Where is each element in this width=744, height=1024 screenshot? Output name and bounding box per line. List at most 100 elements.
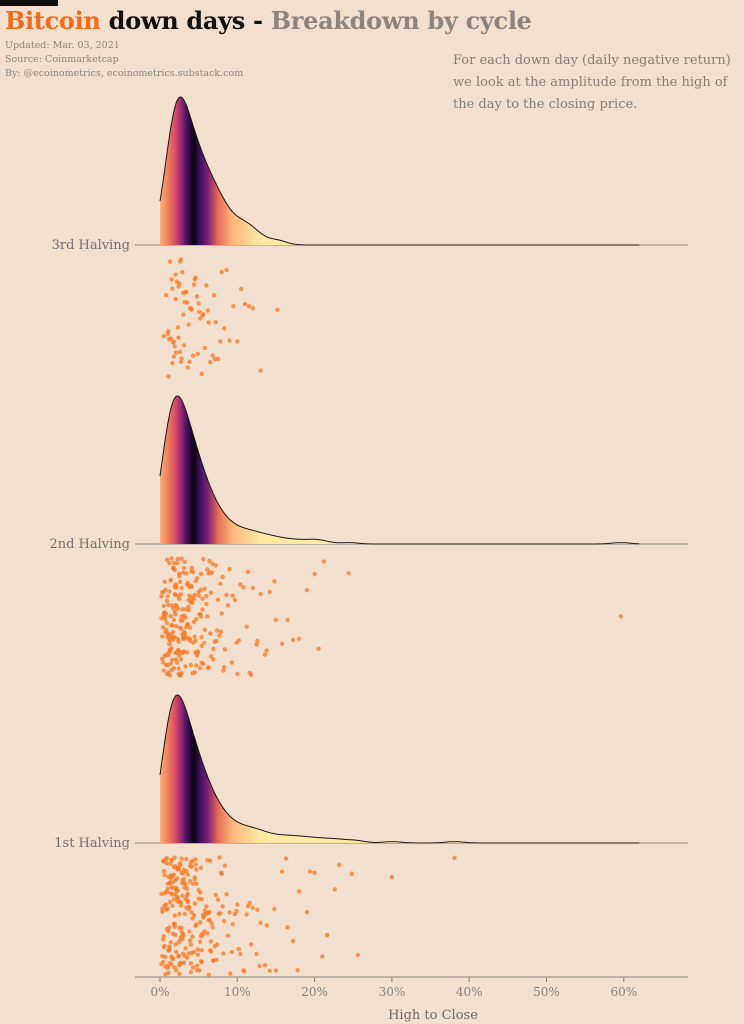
data-point xyxy=(181,960,187,965)
data-point xyxy=(181,649,187,654)
data-point xyxy=(618,614,623,619)
data-point xyxy=(166,374,171,379)
data-point xyxy=(215,942,220,947)
data-point xyxy=(189,569,194,574)
data-point xyxy=(184,300,190,305)
data-point xyxy=(222,326,227,331)
data-point xyxy=(178,626,184,631)
data-point xyxy=(332,887,337,892)
data-point xyxy=(273,968,279,973)
data-point xyxy=(222,647,228,652)
data-point xyxy=(161,334,167,339)
data-point xyxy=(215,897,221,902)
data-point xyxy=(210,353,215,358)
data-point xyxy=(160,937,166,942)
data-point xyxy=(205,857,210,863)
data-point xyxy=(213,320,218,325)
data-point xyxy=(241,585,246,590)
data-point xyxy=(166,602,171,608)
data-point xyxy=(191,965,196,970)
data-point xyxy=(202,627,207,632)
data-point xyxy=(161,668,167,673)
data-point xyxy=(160,660,166,665)
data-point xyxy=(167,589,172,594)
chart-description: For each down day (daily negative return… xyxy=(453,50,733,116)
data-point xyxy=(166,874,171,879)
data-point xyxy=(257,963,262,969)
data-point xyxy=(283,856,289,861)
data-point xyxy=(193,275,198,280)
data-point xyxy=(198,920,203,925)
data-point xyxy=(172,634,177,640)
data-point xyxy=(272,906,277,912)
data-point xyxy=(218,629,224,634)
data-point xyxy=(184,625,189,630)
data-point xyxy=(173,296,178,302)
data-point xyxy=(188,663,194,668)
data-point xyxy=(180,893,185,898)
data-point xyxy=(217,633,222,638)
data-point xyxy=(172,965,177,970)
data-point xyxy=(159,594,164,599)
data-point xyxy=(167,641,172,647)
data-point xyxy=(196,301,201,306)
chart-title: Bitcoin down days - Breakdown by cycle xyxy=(5,6,532,35)
data-point xyxy=(191,596,197,601)
row-label: 2nd Halving xyxy=(49,537,130,552)
data-point xyxy=(164,927,170,932)
data-point xyxy=(188,970,194,975)
data-point xyxy=(200,596,205,601)
data-point xyxy=(170,657,175,662)
data-point xyxy=(238,951,243,957)
data-point xyxy=(182,559,187,564)
data-point xyxy=(173,272,178,277)
data-point xyxy=(161,603,167,609)
data-point xyxy=(165,594,170,599)
data-point xyxy=(178,900,184,905)
x-tick-label: 40% xyxy=(456,985,483,999)
x-axis: 0% 10% 20% 30% 40% 50% 60% High to Close xyxy=(135,976,688,1023)
data-point xyxy=(229,949,235,955)
data-point xyxy=(304,910,310,915)
data-point xyxy=(217,855,222,860)
data-point xyxy=(201,661,206,667)
title-bitcoin: Bitcoin xyxy=(5,6,101,35)
data-point xyxy=(170,605,176,611)
data-point xyxy=(346,571,351,576)
updated-date: Updated: Mar. 03, 2021 xyxy=(5,40,120,51)
data-point xyxy=(186,907,191,912)
data-point xyxy=(162,872,167,878)
data-point xyxy=(198,939,203,944)
data-point xyxy=(227,338,232,343)
data-point xyxy=(179,556,184,561)
data-point xyxy=(198,665,203,671)
data-point xyxy=(198,614,204,619)
row-label: 3rd Halving xyxy=(52,238,130,253)
data-point xyxy=(218,339,223,344)
data-point xyxy=(182,630,187,636)
data-point xyxy=(236,638,241,643)
data-point xyxy=(177,259,183,264)
data-point xyxy=(167,560,172,566)
data-point xyxy=(219,269,224,275)
data-point xyxy=(161,944,167,950)
data-point xyxy=(181,565,187,571)
data-point xyxy=(321,559,327,564)
data-point xyxy=(196,589,201,595)
data-point xyxy=(249,942,254,947)
data-point xyxy=(174,585,179,590)
x-tick-label: 0% xyxy=(150,985,169,999)
data-point xyxy=(214,638,219,644)
data-point xyxy=(275,307,280,312)
data-point xyxy=(176,648,181,653)
data-point xyxy=(195,952,201,957)
data-point xyxy=(162,579,167,584)
data-point xyxy=(164,855,170,861)
data-point xyxy=(170,873,175,878)
data-point xyxy=(189,864,194,869)
data-point xyxy=(190,671,195,676)
data-point xyxy=(194,963,200,968)
data-point xyxy=(190,600,195,605)
data-point xyxy=(184,856,189,862)
data-point xyxy=(204,904,209,909)
